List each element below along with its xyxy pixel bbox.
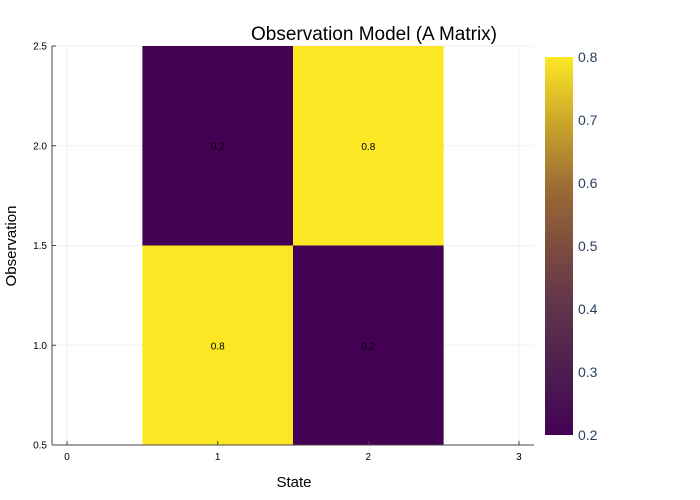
y-tick-label: 1.5 xyxy=(33,241,47,252)
x-tick-label: 1 xyxy=(215,452,221,463)
x-tick-label: 0 xyxy=(64,452,70,463)
chart-title: Observation Model (A Matrix) xyxy=(251,24,497,45)
cell-value-label: 0.8 xyxy=(361,142,375,153)
colorbar-tick-label: 0.5 xyxy=(578,238,598,254)
y-ticks: 0.5 1.0 1.5 2.0 2.5 xyxy=(33,42,56,452)
y-tick-label: 2.5 xyxy=(33,42,47,53)
heatmap-cell xyxy=(142,46,293,246)
heatmap-cell xyxy=(293,46,444,246)
colorbar-ticks: 0.2 0.3 0.4 0.5 0.6 0.7 0.8 xyxy=(578,49,598,443)
x-ticks: 0 1 2 3 xyxy=(64,441,522,463)
colorbar-tick-label: 0.6 xyxy=(578,175,598,191)
cell-value-label: 0.2 xyxy=(211,142,225,153)
colorbar xyxy=(545,57,573,435)
y-tick-label: 1.0 xyxy=(33,341,47,352)
y-tick-label: 0.5 xyxy=(33,441,47,452)
cell-labels: 0.8 0.2 0.2 0.8 xyxy=(211,142,376,353)
y-tick-label: 2.0 xyxy=(33,141,47,152)
colorbar-tick-label: 0.8 xyxy=(578,49,598,65)
heatmap-cell xyxy=(293,245,444,445)
x-tick-label: 2 xyxy=(366,452,372,463)
x-axis-title: State xyxy=(276,474,311,491)
x-tick-label: 3 xyxy=(516,452,522,463)
colorbar-tick-label: 0.2 xyxy=(578,427,598,443)
y-axis-title: Observation xyxy=(3,206,20,287)
colorbar-tick-label: 0.3 xyxy=(578,364,598,380)
colorbar-tick-label: 0.7 xyxy=(578,112,598,128)
heatmap-cells xyxy=(142,46,444,445)
heatmap-cell xyxy=(142,245,293,445)
colorbar-tick-label: 0.4 xyxy=(578,301,598,317)
cell-value-label: 0.2 xyxy=(361,341,375,352)
cell-value-label: 0.8 xyxy=(211,341,225,352)
